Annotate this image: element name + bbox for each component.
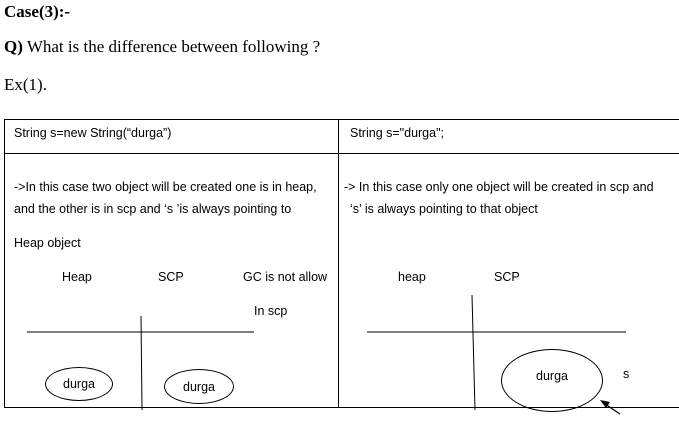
header-row-divider (5, 153, 679, 154)
question-prefix: Q) (4, 37, 23, 56)
right-description-line2: ‘s’ is always pointing to that object (350, 202, 538, 216)
right-scp-object: durga (501, 349, 603, 412)
gc-note-line1: GC is not allow (243, 270, 328, 284)
left-description-line1: ->In this case two object will be create… (14, 180, 317, 194)
comparison-table (4, 119, 679, 408)
example-label: Ex(1). (4, 75, 47, 94)
left-description-line2: and the other is in scp and ‘s ’is alway… (14, 202, 292, 216)
reference-label: s (623, 367, 630, 381)
left-scp-object: durga (164, 369, 234, 404)
left-header: String s=new String(“durga”) (14, 126, 172, 140)
gc-note-line2: In scp (254, 304, 288, 318)
left-description-line3: Heap object (14, 236, 81, 250)
left-heap-object: durga (45, 367, 113, 401)
left-scp-label: SCP (158, 270, 184, 284)
left-heap-label: Heap (62, 270, 92, 284)
question-line: Q) What is the difference between follow… (4, 37, 320, 57)
right-heap-label: heap (398, 270, 426, 284)
column-divider (338, 120, 339, 408)
right-memory-divider (471, 294, 476, 411)
question-text: What is the difference between following… (22, 37, 321, 56)
right-description-line1: -> In this case only one object will be … (344, 180, 654, 194)
left-memory-divider (140, 315, 143, 411)
right-scp-label: SCP (494, 270, 520, 284)
case-heading: Case(3):- (4, 2, 71, 21)
pointer-arrow-head (600, 400, 610, 408)
right-header: String s="durga"; (350, 126, 444, 140)
